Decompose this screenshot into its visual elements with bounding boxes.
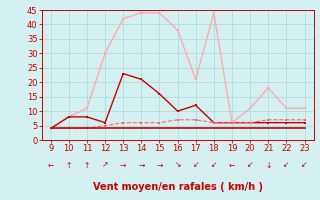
Text: ↙: ↙ [193,160,199,170]
Text: Vent moyen/en rafales ( km/h ): Vent moyen/en rafales ( km/h ) [92,182,263,192]
Text: →: → [138,160,145,170]
Text: ↙: ↙ [283,160,290,170]
Text: ↙: ↙ [247,160,253,170]
Text: →: → [120,160,126,170]
Text: ←: ← [229,160,235,170]
Text: ↓: ↓ [265,160,271,170]
Text: ↙: ↙ [211,160,217,170]
Text: ↘: ↘ [174,160,181,170]
Text: ←: ← [47,160,54,170]
Text: ↑: ↑ [84,160,90,170]
Text: ↑: ↑ [66,160,72,170]
Text: ↗: ↗ [102,160,108,170]
Text: ↙: ↙ [301,160,308,170]
Text: →: → [156,160,163,170]
